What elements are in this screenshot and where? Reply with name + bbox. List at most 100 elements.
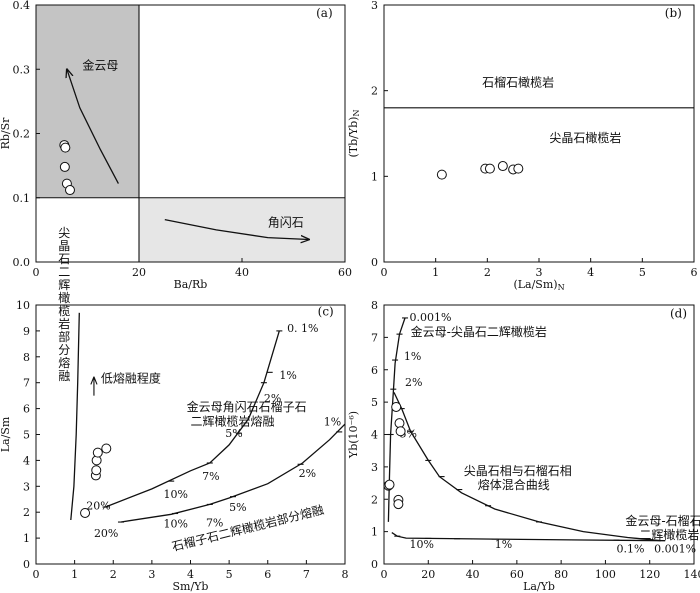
- sample-point: [80, 507, 91, 518]
- melting-degree-label: 0. 1%: [287, 322, 318, 335]
- y-tick-label: 3: [371, 0, 378, 12]
- y-tick-label: 0: [371, 256, 378, 269]
- panel-d-yb-vs-la-yb: 0 20 40 60 80 100 120 140 0 1 2 3 4 5 6 7 8 La/Yb Yb(10⁻⁶)…: [347, 299, 700, 593]
- sample-point: [394, 418, 405, 429]
- trend-label: 角闪石: [268, 216, 304, 230]
- y-tick-label: 6: [23, 403, 30, 416]
- curve-label-line2: 二辉橄榄岩熔融: [191, 413, 275, 428]
- y-tick-label: 3: [23, 480, 30, 493]
- x-tick-label: 80: [554, 568, 568, 581]
- y-axis-label: Yb(10⁻⁶): [347, 411, 360, 459]
- x-axis-label: La/Yb: [523, 580, 555, 593]
- melting-degree-label: 2%: [299, 467, 316, 480]
- x-tick-label: 3: [536, 266, 543, 279]
- melting-degree-label: 7%: [206, 516, 223, 529]
- model-curve: [105, 330, 280, 508]
- model-curve: [70, 312, 80, 521]
- melting-degree-label: 7%: [202, 470, 219, 483]
- sample-point: [484, 163, 495, 174]
- x-tick-label: 8: [342, 568, 349, 581]
- x-tick-label: 1: [432, 266, 439, 279]
- x-tick-label: 5: [639, 266, 646, 279]
- curve-label: 尖晶石相与石榴石相: [464, 464, 572, 478]
- x-tick-label: 6: [264, 568, 271, 581]
- y-tick-label: 0.0: [13, 256, 31, 269]
- x-tick-label: 0: [381, 568, 388, 581]
- melting-degree-label: 0.001%: [409, 311, 451, 324]
- y-tick-label: 10: [16, 299, 30, 312]
- x-axis-label: Sm/Yb: [173, 580, 209, 593]
- plot-frame: [35, 304, 346, 565]
- x-tick-label: 2: [484, 266, 491, 279]
- panel-label: (b): [665, 6, 682, 20]
- y-tick-label: 1: [371, 526, 378, 539]
- phlogopite-field: [36, 5, 139, 198]
- y-tick-label: 0: [371, 558, 378, 571]
- x-tick-label: 4: [587, 266, 594, 279]
- annotation-label: 低熔融程度: [101, 371, 161, 386]
- x-tick-label: 20: [421, 568, 435, 581]
- curve-label: 金云母-石榴石: [625, 513, 700, 528]
- y-axis-label: Rb/Sr: [0, 117, 12, 150]
- melting-degree-label: 1%: [324, 415, 341, 428]
- sample-point: [64, 185, 75, 196]
- model-curve: [393, 392, 661, 542]
- sample-point: [60, 142, 71, 153]
- curve-label: 金云母-尖晶石二辉橄榄岩: [411, 324, 547, 339]
- y-tick-label: 4: [23, 454, 30, 467]
- y-tick-label: 7: [23, 377, 30, 390]
- panel-b-tb-yb-vs-la-sm: 0 1 2 3 4 5 60123(La/Sm)N(Tb/Yb)N(b)石榴石橄榄岩尖晶石橄…: [347, 0, 698, 292]
- trend-arrow: [164, 218, 309, 240]
- y-axis-label: (Tb/Yb)N: [347, 110, 361, 158]
- y-tick-label: 8: [371, 299, 378, 312]
- sample-point: [101, 443, 112, 454]
- y-tick-label: 2: [371, 85, 378, 98]
- melting-degree-label: 1%: [279, 369, 296, 382]
- trend-label: 金云母: [82, 57, 118, 72]
- curve-label-line2: 二辉橄榄岩: [639, 527, 699, 542]
- curve-label: 尖晶石二辉橄榄岩部分熔融: [57, 226, 71, 382]
- y-tick-label: 3: [371, 461, 378, 474]
- x-tick-label: 3: [148, 568, 155, 581]
- panel-label: (c): [318, 304, 334, 318]
- y-axis-label: La/Sm: [0, 416, 12, 452]
- sample-point: [391, 401, 402, 412]
- y-tick-label: 7: [371, 331, 378, 344]
- x-tick-label: 60: [338, 266, 352, 279]
- x-tick-label: 2: [110, 568, 117, 581]
- plot-frame: [383, 4, 695, 263]
- x-tick-label: 40: [466, 568, 480, 581]
- model-curve: [120, 423, 346, 523]
- melting-degree-label: 10%: [163, 488, 187, 501]
- y-tick-label: 0.2: [13, 128, 31, 141]
- x-tick-label: 1: [71, 568, 78, 581]
- y-tick-label: 8: [23, 351, 30, 364]
- y-tick-label: 0.4: [13, 0, 31, 12]
- y-tick-label: 6: [371, 364, 378, 377]
- panel-a-rb-sr-vs-ba-rb: 0 20 40 60 0.0 0.1 0.2 0.3 0.4 Ba/Rb Rb/Sr (a) 金云母角闪…: [0, 0, 352, 291]
- y-tick-label: 0: [23, 558, 30, 571]
- amphibole-field: [139, 197, 345, 262]
- x-tick-label: 7: [303, 568, 310, 581]
- y-tick-label: 0.1: [13, 192, 31, 205]
- sample-point: [384, 479, 395, 490]
- x-axis-label: Ba/Rb: [174, 278, 208, 291]
- field-label: 石榴石橄榄岩: [482, 74, 554, 89]
- y-tick-label: 2: [371, 493, 378, 506]
- melting-degree-label: 5%: [229, 501, 246, 514]
- x-tick-label: 0: [381, 266, 388, 279]
- sample-point: [497, 161, 508, 172]
- x-tick-label: 6: [691, 266, 698, 279]
- melting-degree-label: 2%: [264, 392, 281, 405]
- sample-point: [393, 499, 404, 510]
- melting-degree-label: 10%: [409, 538, 433, 551]
- sample-point: [436, 169, 447, 180]
- curve-label: 金云母角闪石石榴子石: [187, 399, 307, 414]
- x-tick-label: 60: [510, 568, 524, 581]
- sample-point: [59, 161, 70, 172]
- x-tick-label: 0: [33, 568, 40, 581]
- x-tick-label: 5: [226, 568, 233, 581]
- x-tick-label: 140: [684, 568, 700, 581]
- curve-label: 石榴子石二辉橄榄岩部分熔融: [170, 502, 325, 554]
